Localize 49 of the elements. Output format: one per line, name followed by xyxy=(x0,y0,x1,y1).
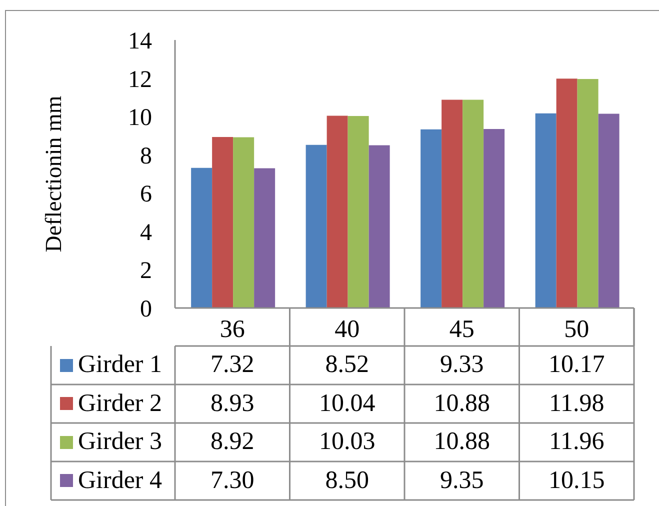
data-label: 10.04 xyxy=(319,390,376,418)
y-axis-title: Deflectionin mm xyxy=(40,96,66,252)
data-label: 8.92 xyxy=(210,428,254,456)
legend-label: Girder 2 xyxy=(78,390,162,418)
bar xyxy=(191,168,212,308)
data-label: 11.98 xyxy=(548,390,604,418)
bar xyxy=(577,79,598,308)
data-label: 10.03 xyxy=(319,428,376,456)
bar xyxy=(442,100,463,308)
data-label: 8.93 xyxy=(210,390,254,418)
y-tick-label: 2 xyxy=(140,258,152,284)
y-tick-label: 10 xyxy=(128,105,152,132)
y-tick-label: 6 xyxy=(140,182,152,208)
bar xyxy=(462,100,484,308)
bar xyxy=(326,116,348,308)
x-tick-label: 50 xyxy=(564,316,590,343)
bar xyxy=(420,129,442,308)
legend-label: Girder 1 xyxy=(78,351,162,380)
data-label: 9.33 xyxy=(440,351,484,380)
y-tick-label: 14 xyxy=(128,28,152,55)
y-tick-label: 12 xyxy=(128,66,152,93)
data-label: 7.30 xyxy=(210,466,254,495)
bar xyxy=(254,168,276,308)
y-tick-label: 0 xyxy=(140,296,152,323)
legend-label: Girder 3 xyxy=(78,428,162,456)
bar xyxy=(556,78,578,308)
data-label: 9.35 xyxy=(440,466,484,495)
x-tick-label: 45 xyxy=(449,316,474,343)
legend-label: Girder 4 xyxy=(78,466,162,495)
data-label: 10.17 xyxy=(548,351,605,380)
data-label: 7.32 xyxy=(210,351,254,380)
x-tick-label: 40 xyxy=(334,316,360,343)
bar xyxy=(598,114,620,308)
data-label: 10.88 xyxy=(434,428,490,456)
bar xyxy=(348,116,369,308)
data-label: 10.88 xyxy=(434,390,490,418)
bar xyxy=(484,129,505,308)
bar xyxy=(535,113,556,308)
data-label: 11.96 xyxy=(548,428,604,456)
bar xyxy=(368,145,390,308)
bar xyxy=(306,144,327,308)
data-label: 8.50 xyxy=(325,466,369,495)
bar xyxy=(212,137,234,308)
y-tick-label: 8 xyxy=(140,143,152,170)
bar xyxy=(233,137,254,308)
y-tick-label: 4 xyxy=(140,220,152,246)
data-label: 8.52 xyxy=(325,351,369,380)
data-label: 10.15 xyxy=(548,466,605,495)
x-tick-label: 36 xyxy=(220,316,245,343)
